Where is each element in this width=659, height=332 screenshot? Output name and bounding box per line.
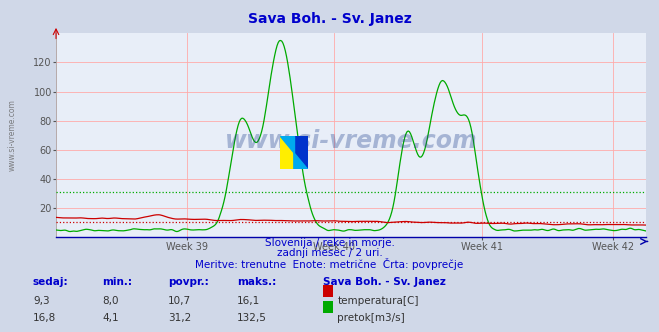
Polygon shape: [280, 136, 294, 153]
Text: sedaj:: sedaj:: [33, 277, 69, 287]
Text: maks.:: maks.:: [237, 277, 277, 287]
Text: 16,1: 16,1: [237, 296, 260, 306]
Text: 10,7: 10,7: [168, 296, 191, 306]
Text: Sava Boh. - Sv. Janez: Sava Boh. - Sv. Janez: [248, 12, 411, 26]
Text: min.:: min.:: [102, 277, 132, 287]
Text: Meritve: trenutne  Enote: metrične  Črta: povprečje: Meritve: trenutne Enote: metrične Črta: …: [195, 258, 464, 270]
Text: 16,8: 16,8: [33, 313, 56, 323]
Text: povpr.:: povpr.:: [168, 277, 209, 287]
Text: 4,1: 4,1: [102, 313, 119, 323]
Bar: [280, 136, 294, 169]
Polygon shape: [294, 153, 308, 169]
Text: www.si-vreme.com: www.si-vreme.com: [7, 99, 16, 171]
Text: www.si-vreme.com: www.si-vreme.com: [225, 129, 477, 153]
Text: 132,5: 132,5: [237, 313, 267, 323]
Bar: [294, 136, 308, 169]
Text: Sava Boh. - Sv. Janez: Sava Boh. - Sv. Janez: [323, 277, 445, 287]
Text: 8,0: 8,0: [102, 296, 119, 306]
Text: pretok[m3/s]: pretok[m3/s]: [337, 313, 405, 323]
Text: 9,3: 9,3: [33, 296, 49, 306]
Text: zadnji mesec / 2 uri.: zadnji mesec / 2 uri.: [277, 248, 382, 258]
Text: 31,2: 31,2: [168, 313, 191, 323]
Text: Slovenija / reke in morje.: Slovenija / reke in morje.: [264, 238, 395, 248]
Text: temperatura[C]: temperatura[C]: [337, 296, 419, 306]
